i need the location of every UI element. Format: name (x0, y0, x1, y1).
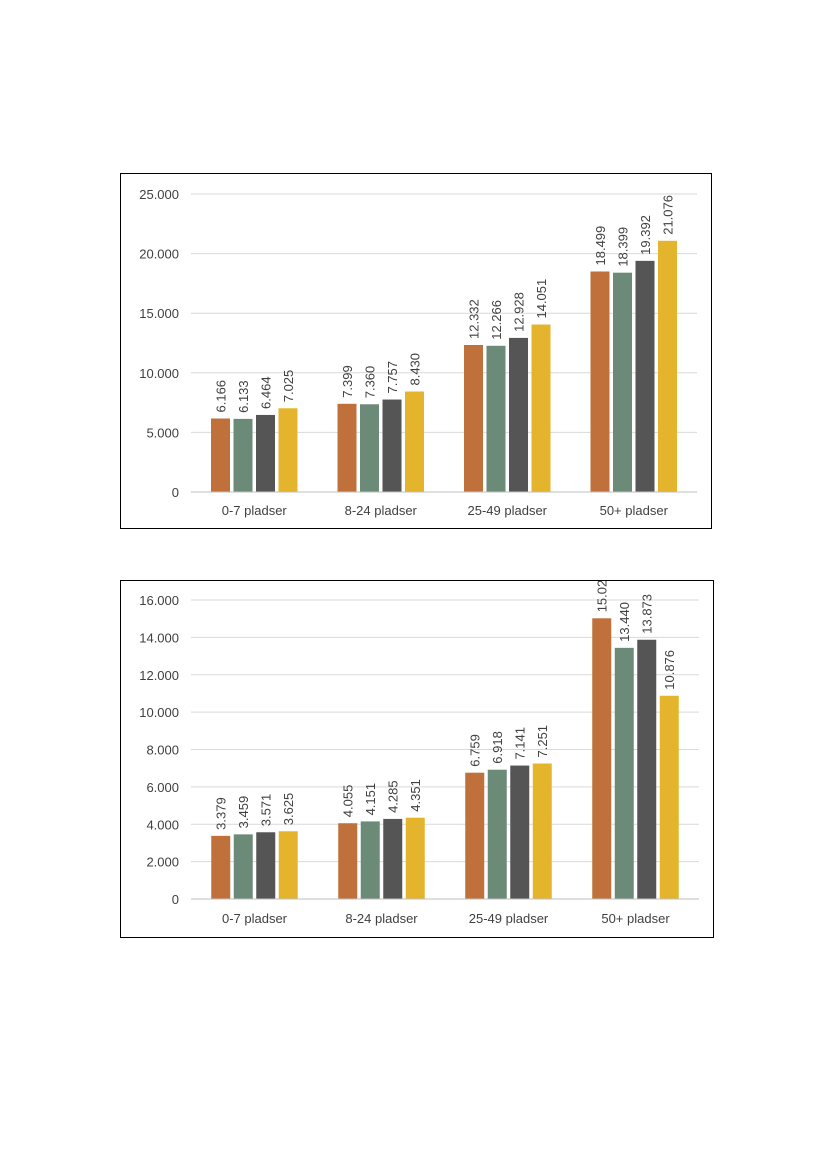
chart-1-svg: 0 5.000 10.000 15.000 20.000 25.000 6.166 6.133… (139, 187, 697, 518)
category-label: 8-24 pladser (345, 503, 418, 518)
category-label: 50+ pladser (600, 503, 669, 518)
bar (278, 831, 298, 899)
category-label: 25-49 pladser (468, 503, 548, 518)
y-tick-label: 8.000 (146, 743, 179, 758)
data-label: 4.151 (363, 783, 378, 816)
bar (383, 818, 403, 899)
bar (590, 271, 610, 492)
data-label: 7.360 (363, 366, 378, 399)
y-tick-label: 25.000 (139, 187, 179, 202)
data-label: 6.166 (214, 380, 229, 413)
data-label: 12.928 (512, 292, 527, 332)
category-label: 0-7 pladser (222, 503, 288, 518)
data-label: 19.392 (638, 215, 653, 255)
data-label: 3.571 (259, 794, 274, 827)
bar (337, 403, 357, 492)
data-label: 7.025 (281, 370, 296, 403)
bar (211, 418, 230, 492)
bar (637, 639, 657, 899)
data-label: 4.351 (408, 779, 423, 812)
bar (486, 345, 506, 492)
y-tick-label: 15.000 (139, 306, 179, 321)
bar (211, 835, 231, 899)
y-tick-label: 0 (172, 892, 179, 907)
data-label: 6.133 (236, 380, 251, 413)
bar (405, 817, 425, 899)
data-label: 13.873 (640, 594, 655, 634)
data-label: 8.430 (408, 353, 423, 386)
data-label: 7.399 (340, 365, 355, 398)
bar (405, 391, 424, 492)
data-label: 12.266 (489, 300, 504, 340)
y-tick-label: 16.000 (139, 593, 179, 608)
y-tick-label: 2.000 (146, 855, 179, 870)
bar (531, 324, 551, 492)
data-label: 15.021 (595, 581, 610, 612)
data-label: 6.759 (468, 734, 483, 767)
y-tick-label: 0 (172, 485, 179, 500)
bar (465, 772, 485, 899)
data-label: 3.379 (214, 797, 229, 830)
y-tick-label: 14.000 (139, 630, 179, 645)
data-label: 7.757 (385, 361, 400, 394)
chart-2: 0 2.000 4.000 6.000 8.000 10.000 12.000 14.000 1… (120, 580, 714, 938)
data-label: 21.076 (661, 195, 676, 235)
data-label: 13.440 (617, 602, 632, 642)
bar (532, 763, 552, 899)
bar (635, 260, 655, 492)
bar (592, 618, 612, 899)
bar (509, 337, 528, 492)
category-label: 50+ pladser (601, 911, 670, 926)
data-label: 4.285 (386, 780, 401, 813)
bar (614, 647, 634, 899)
bar (382, 399, 402, 492)
bar (338, 823, 358, 899)
y-tick-label: 10.000 (139, 366, 179, 381)
data-label: 12.332 (467, 299, 482, 339)
bar (256, 832, 276, 899)
chart-2-svg: 0 2.000 4.000 6.000 8.000 10.000 12.000 14.000 1… (139, 581, 699, 926)
bar (510, 765, 530, 899)
data-label: 6.918 (490, 731, 505, 764)
bar (659, 695, 679, 899)
bar (658, 240, 677, 492)
bar (464, 345, 483, 492)
y-tick-label: 20.000 (139, 247, 179, 262)
bar (256, 414, 275, 492)
bar (360, 404, 379, 492)
bar (360, 821, 380, 899)
data-label: 7.141 (513, 727, 528, 760)
data-label: 18.399 (616, 227, 631, 267)
data-label: 18.499 (593, 226, 608, 266)
bar (487, 769, 507, 899)
category-label: 0-7 pladser (222, 911, 288, 926)
data-label: 10.876 (662, 650, 677, 690)
bar (278, 408, 298, 492)
data-label: 14.051 (534, 279, 549, 319)
chart-1: 0 5.000 10.000 15.000 20.000 25.000 6.166 6.133… (120, 173, 712, 529)
data-label: 7.251 (535, 725, 550, 758)
category-label: 25-49 pladser (469, 911, 549, 926)
data-label: 3.625 (281, 793, 296, 826)
data-label: 3.459 (236, 796, 251, 829)
y-tick-label: 6.000 (146, 780, 179, 795)
bar (233, 418, 253, 492)
data-label: 6.464 (259, 376, 274, 409)
data-label: 4.055 (341, 785, 356, 818)
y-tick-label: 4.000 (146, 817, 179, 832)
y-tick-label: 12.000 (139, 668, 179, 683)
y-tick-label: 10.000 (139, 705, 179, 720)
y-tick-label: 5.000 (146, 425, 179, 440)
category-label: 8-24 pladser (345, 911, 418, 926)
bar (233, 834, 253, 899)
bar (613, 272, 632, 492)
